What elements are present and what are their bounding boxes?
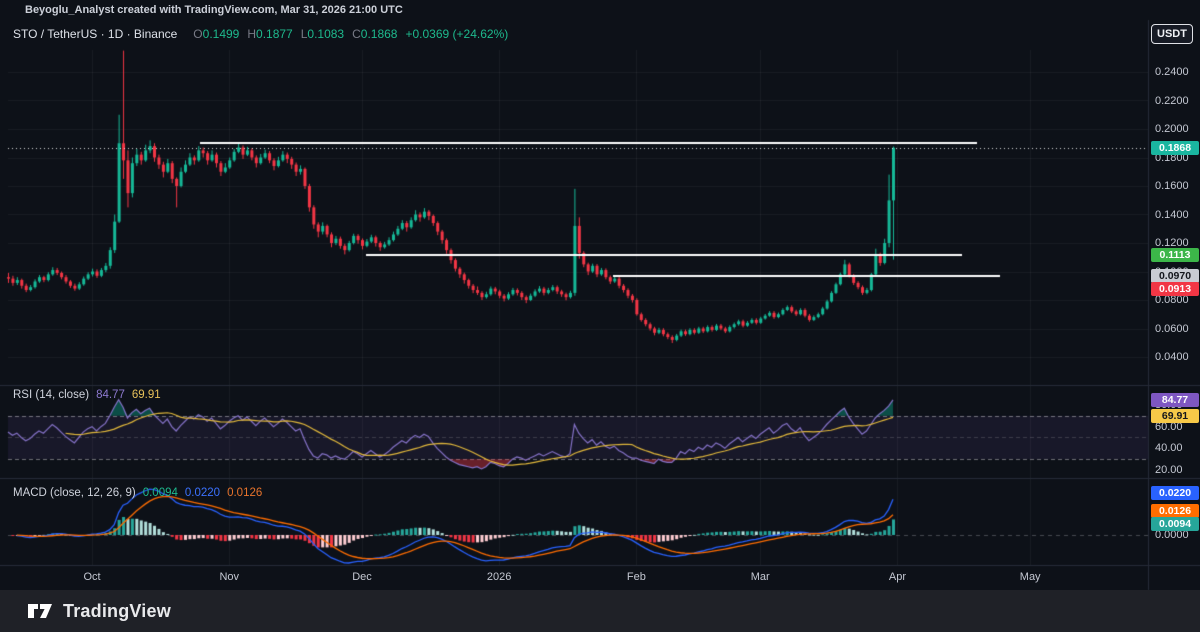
time-axis[interactable]: Oct Nov Dec 2026 Feb Mar Apr May (0, 565, 1148, 590)
time-axis-label: Apr (888, 571, 906, 583)
time-axis-label: Nov (219, 571, 240, 583)
time-axis-label: Oct (83, 571, 101, 583)
macd-hist-value: 0.0094 (142, 487, 178, 499)
footer-bar: TradingView (0, 590, 1200, 632)
time-axis-label: Mar (750, 571, 770, 583)
time-axis-label: Feb (626, 571, 646, 583)
time-axis-label: Dec (352, 571, 372, 583)
macd-legend-title[interactable]: MACD (close, 12, 26, 9) (13, 487, 136, 499)
open-value: 0.1499 (202, 27, 240, 41)
brand-name[interactable]: TradingView (63, 600, 171, 621)
rsi-legend-title[interactable]: RSI (14, close) (13, 389, 90, 401)
low-value: 0.1083 (307, 27, 345, 41)
symbol-legend[interactable]: STO / TetherUS · 1D · Binance O0.1499 H0.1… (13, 27, 508, 41)
open-label: O (193, 27, 203, 41)
attribution-text: Beyoglu_Analyst created with TradingView… (25, 4, 403, 16)
rsi-legend[interactable]: RSI (14, close) 84.77 69.91 (13, 389, 168, 401)
rsi-value: 84.77 (96, 389, 125, 401)
close-label: C (352, 27, 361, 41)
change-value: +0.0369 (+24.62%) (405, 27, 509, 41)
low-label: L (300, 27, 308, 41)
rsi-ma-value: 69.91 (131, 389, 161, 401)
tradingview-logo-icon[interactable] (27, 601, 53, 621)
time-axis-label: May (1019, 571, 1041, 583)
macd-line-value: 0.0220 (184, 487, 221, 499)
high-value: 0.1877 (256, 27, 293, 41)
macd-legend[interactable]: MACD (close, 12, 26, 9) 0.0094 0.0220 0.012… (13, 487, 269, 499)
macd-signal-value: 0.0126 (227, 487, 263, 499)
time-axis-label: 2026 (486, 571, 512, 583)
close-value: 0.1868 (360, 27, 398, 41)
symbol-title[interactable]: STO / TetherUS · 1D · Binance (13, 27, 178, 41)
high-label: H (247, 27, 257, 41)
currency-toggle-button[interactable]: USDT (1151, 24, 1193, 44)
